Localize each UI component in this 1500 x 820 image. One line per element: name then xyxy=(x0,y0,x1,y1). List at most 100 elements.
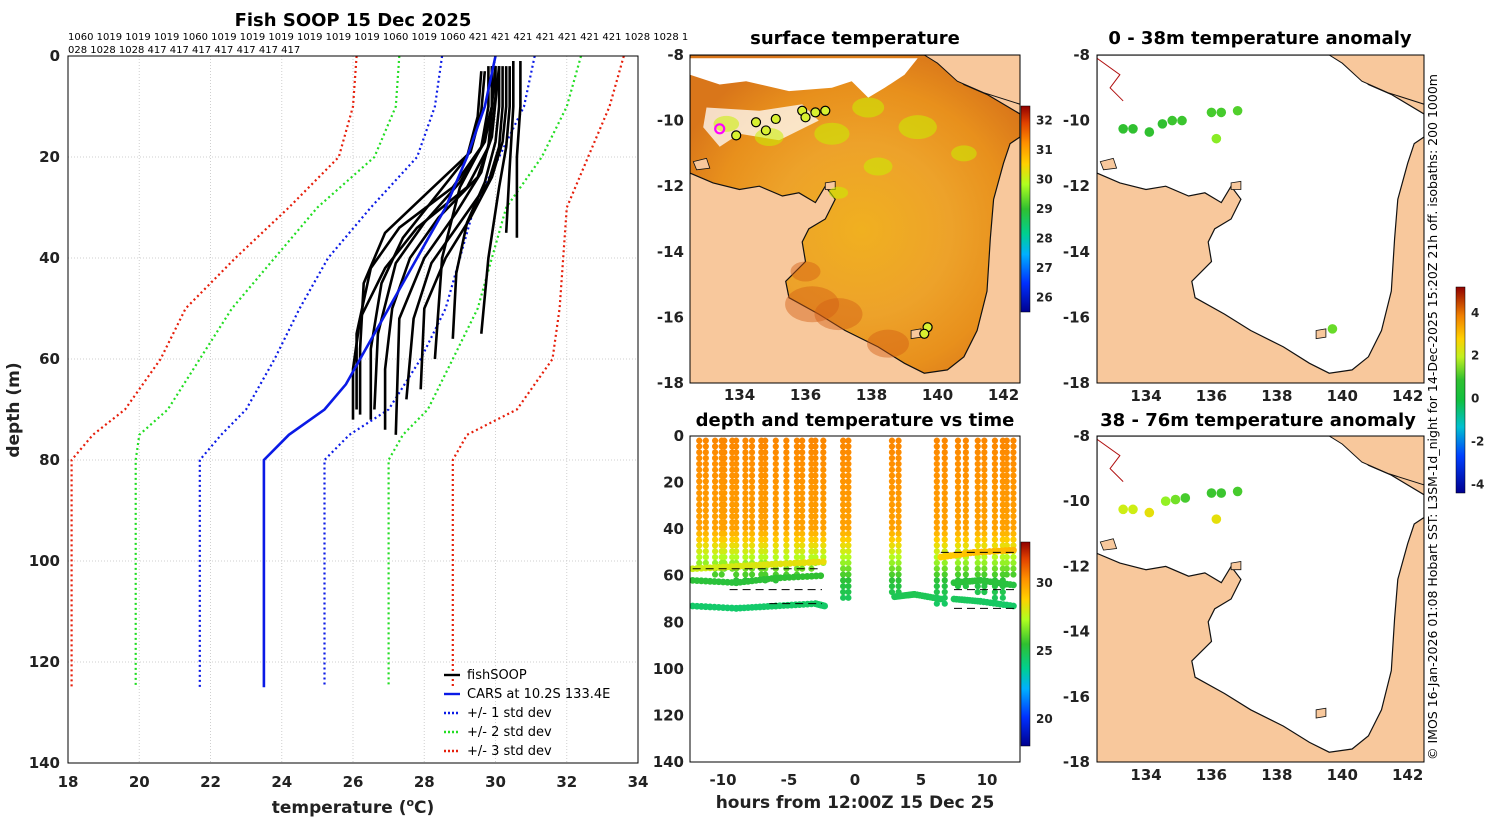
cast-sample-point xyxy=(793,530,801,537)
cast-sample-point xyxy=(772,553,779,561)
cast-sample-point xyxy=(941,484,948,491)
cast-sample-point xyxy=(721,460,728,468)
cast-sample-point xyxy=(702,455,709,462)
cast-sample-point xyxy=(981,553,988,561)
anomaly-xtick-label: 138 xyxy=(1261,387,1292,405)
cast-sample-point xyxy=(1003,553,1010,561)
cast-sample-point xyxy=(783,484,790,491)
cast-sample-point xyxy=(793,437,801,444)
cast-sample-point xyxy=(840,588,847,596)
cast-sample-point xyxy=(991,501,999,508)
timeseries-chart: depth and temperature vs time -10 -5 0 5 100… xyxy=(653,410,1053,813)
surface-station-marker xyxy=(770,113,781,125)
cast-sample-point xyxy=(721,513,728,520)
fishsoop-profile-line xyxy=(451,66,501,339)
cast-sample-point xyxy=(1010,501,1017,508)
anomaly-xtick-label: 142 xyxy=(1392,766,1423,784)
cast-sample-point xyxy=(783,466,790,473)
cast-sample-point xyxy=(793,548,801,555)
cast-sample-point xyxy=(991,472,999,479)
cast-sample-point xyxy=(991,565,999,572)
cast-sample-point xyxy=(783,548,790,555)
cast-sample-point xyxy=(772,524,779,532)
cast-sample-point xyxy=(820,530,827,537)
profile-xtick-label: 26 xyxy=(343,773,364,791)
profile-header-line2: 028 1028 1028 417 417 417 417 417 417 41… xyxy=(68,45,300,56)
profile-title: Fish SOOP 15 Dec 2025 xyxy=(235,10,472,31)
cast-sample-point xyxy=(991,489,999,497)
cast-sample-point xyxy=(981,443,988,450)
cast-sample-point xyxy=(941,455,948,462)
cast-sample-point xyxy=(962,565,969,572)
cast-sample-point xyxy=(895,489,902,497)
cast-sample-point xyxy=(702,507,709,514)
cast-sample-point xyxy=(696,495,703,502)
cast-sample-point xyxy=(733,460,740,468)
island xyxy=(1230,561,1242,571)
cast-sample-point xyxy=(733,478,740,485)
cast-sample-point xyxy=(721,507,728,514)
cast-sample-point xyxy=(991,553,999,561)
cast-sample-point xyxy=(962,542,969,549)
cast-sample-point xyxy=(974,571,981,578)
cast-sample-point xyxy=(799,478,806,485)
cast-sample-point xyxy=(820,484,827,491)
surface-colorbar-tick: 26 xyxy=(1036,290,1053,304)
cast-sample-point xyxy=(748,530,756,537)
anomaly-xtick-label: 140 xyxy=(1327,387,1358,405)
cast-sample-point xyxy=(721,437,728,444)
anomaly-point xyxy=(1216,488,1227,498)
cast-sample-point xyxy=(696,478,703,485)
cast-sample-point xyxy=(733,449,740,456)
cast-sample-point xyxy=(696,437,703,444)
legend-label: fishSOOP xyxy=(467,668,527,683)
cast-sample-point xyxy=(941,588,948,596)
cast-sample-point xyxy=(742,519,749,526)
legend-label: +/- 3 std dev xyxy=(467,744,552,759)
surface-station-marker xyxy=(810,107,821,118)
cast-sample-point xyxy=(888,501,896,508)
cast-sample-point xyxy=(820,472,827,479)
std-dev-line xyxy=(387,55,583,688)
profile-grid xyxy=(67,55,639,764)
cast-sample-point xyxy=(696,553,703,561)
cast-sample-point xyxy=(748,536,756,543)
cast-sample-point xyxy=(733,507,740,514)
anomaly-ytick-label: -14 xyxy=(1063,243,1090,261)
cast-sample-point xyxy=(711,548,719,555)
surface-ytick-label: -18 xyxy=(657,374,684,392)
cast-sample-point xyxy=(783,489,790,497)
anomaly-xtick-label: 140 xyxy=(1327,766,1358,784)
cast-sample-point xyxy=(888,536,896,543)
cast-sample-point xyxy=(981,472,988,479)
profile-ytick-label: 140 xyxy=(29,754,60,772)
cast-sample-point xyxy=(702,501,709,508)
cast-sample-point xyxy=(888,455,896,462)
cast-sample-point xyxy=(762,530,769,537)
timeseries-colorbar-tick: 25 xyxy=(1036,644,1053,658)
cast-sample-point xyxy=(954,565,962,572)
cast-sample-point xyxy=(793,460,801,468)
cast-sample-point xyxy=(962,489,969,497)
anomaly-ytick-label: -10 xyxy=(1063,492,1090,510)
fishsoop-profile-line xyxy=(419,66,508,390)
cast-sample-point xyxy=(1010,443,1017,450)
timeseries-xtick-label: 0 xyxy=(850,771,860,789)
cast-sample-point xyxy=(840,577,847,584)
cast-sample-point xyxy=(733,466,740,473)
cast-sample-point xyxy=(783,507,790,514)
cast-sample-point xyxy=(895,565,902,572)
cast-sample-point xyxy=(793,501,801,508)
fishsoop-profile-line xyxy=(433,65,497,360)
cast-sample-point xyxy=(812,437,819,444)
cast-sample-point xyxy=(991,588,999,596)
cast-sample-point xyxy=(799,495,806,502)
cast-sample-point xyxy=(895,449,902,456)
cast-sample-point xyxy=(962,437,969,444)
cast-sample-point xyxy=(895,513,902,520)
cast-sample-point xyxy=(845,583,852,590)
cast-sample-point xyxy=(742,489,749,497)
cast-sample-point xyxy=(933,559,940,567)
cast-sample-point xyxy=(820,466,827,473)
cast-sample-point xyxy=(888,443,896,450)
